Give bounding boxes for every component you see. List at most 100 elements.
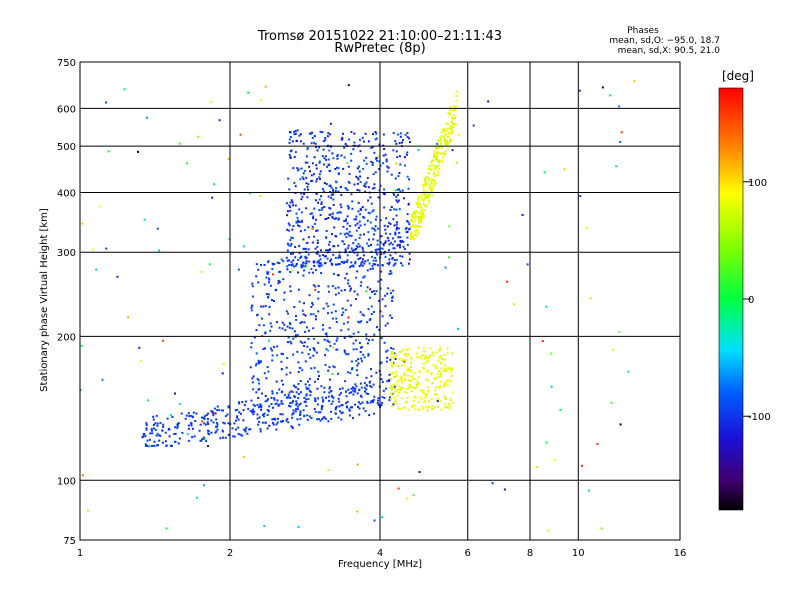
data-point (286, 228, 289, 231)
data-point (317, 260, 320, 262)
data-point (414, 217, 417, 220)
data-point (293, 130, 296, 133)
data-point (337, 372, 340, 375)
data-point (215, 425, 217, 428)
data-point (271, 421, 274, 424)
data-point (444, 382, 447, 385)
data-point (168, 428, 171, 431)
data-point (259, 403, 262, 406)
data-point (596, 442, 599, 445)
data-point (339, 211, 342, 214)
data-point (441, 161, 444, 163)
data-point (388, 263, 390, 266)
data-point (286, 268, 289, 271)
data-point (226, 413, 229, 416)
data-point (238, 411, 241, 414)
data-point (389, 241, 392, 244)
data-point (439, 384, 442, 387)
data-point (345, 236, 348, 239)
data-point (449, 380, 452, 383)
data-point (391, 365, 394, 368)
data-point (335, 321, 338, 323)
data-point (151, 432, 154, 435)
data-point (153, 444, 156, 447)
data-point (437, 160, 439, 163)
data-point (400, 378, 403, 381)
data-point (314, 199, 317, 202)
data-point (289, 396, 292, 399)
data-point (407, 187, 410, 190)
data-point (446, 384, 449, 387)
x-tick-label: 4 (377, 548, 383, 559)
data-point (159, 421, 162, 424)
data-point (373, 311, 375, 313)
data-point (205, 414, 208, 417)
data-point (275, 380, 278, 383)
data-point (306, 147, 309, 149)
data-point (216, 423, 219, 426)
data-point (393, 391, 396, 394)
data-point (305, 404, 308, 407)
data-point (349, 304, 352, 307)
data-point (419, 219, 422, 222)
data-point (413, 225, 416, 228)
data-point (303, 188, 306, 191)
data-point (86, 509, 89, 512)
data-point (300, 391, 302, 394)
data-point (279, 270, 281, 273)
data-point (340, 404, 343, 406)
data-point (315, 167, 318, 170)
data-point (295, 315, 297, 317)
data-point (285, 202, 288, 205)
data-point (292, 225, 295, 228)
chart-subtitle: RwPretec (8p) (334, 41, 425, 56)
data-point (311, 136, 314, 139)
data-point (392, 264, 395, 267)
data-point (294, 151, 297, 154)
data-point (450, 120, 453, 123)
data-point (331, 233, 333, 236)
data-point (300, 321, 303, 324)
data-point (410, 390, 413, 393)
data-point (334, 408, 337, 411)
data-point (455, 99, 458, 102)
data-point (408, 384, 411, 386)
data-point (303, 396, 306, 399)
data-point (291, 401, 294, 404)
data-point (288, 188, 291, 191)
data-point (563, 168, 566, 171)
data-point (404, 164, 406, 167)
data-point (403, 353, 406, 356)
data-point (444, 397, 447, 400)
data-point (421, 353, 424, 356)
data-point (406, 151, 409, 154)
data-point (296, 334, 299, 337)
data-point (371, 146, 374, 148)
data-point (440, 146, 443, 149)
data-point (302, 238, 305, 241)
data-point (423, 399, 426, 402)
data-point (295, 263, 298, 265)
data-point (303, 321, 306, 324)
data-point (320, 385, 323, 388)
data-point (387, 221, 390, 224)
data-point (197, 135, 200, 138)
data-point (238, 402, 241, 405)
data-point (145, 116, 148, 119)
data-point (311, 241, 314, 244)
data-point (377, 248, 380, 251)
data-point (379, 241, 382, 244)
data-point (271, 273, 274, 276)
data-point (374, 225, 377, 228)
data-point (347, 165, 350, 168)
data-point (193, 435, 196, 438)
data-point (415, 215, 418, 218)
data-point (393, 383, 396, 386)
data-point (394, 140, 397, 143)
data-point (312, 217, 315, 220)
data-point (342, 167, 345, 170)
data-point (210, 419, 213, 422)
data-point (391, 405, 393, 408)
data-point (423, 209, 426, 211)
data-point (422, 346, 425, 349)
